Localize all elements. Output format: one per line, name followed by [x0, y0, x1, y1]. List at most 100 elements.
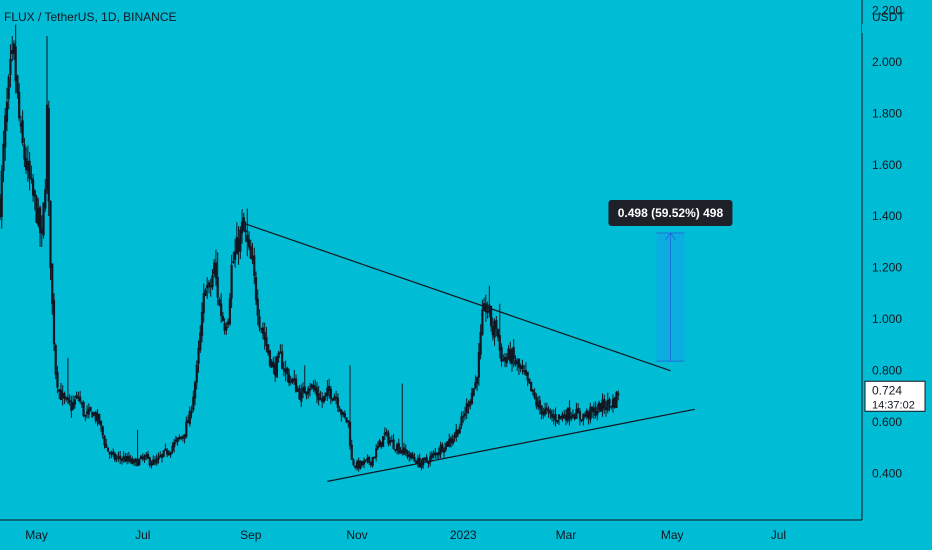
candle — [369, 461, 373, 468]
candle — [460, 411, 463, 429]
candle — [220, 293, 223, 324]
candle — [145, 452, 148, 461]
candle — [566, 407, 569, 424]
candle — [92, 411, 96, 416]
y-tick-partial: 2.200 — [872, 3, 902, 17]
candle — [483, 297, 486, 312]
candle — [362, 457, 366, 469]
candle — [91, 411, 94, 418]
candle — [122, 451, 125, 463]
candle — [484, 294, 487, 322]
candle — [54, 343, 57, 380]
candle — [315, 381, 319, 404]
candle — [40, 215, 43, 247]
candle — [244, 221, 247, 242]
candle — [479, 324, 482, 360]
candle — [477, 342, 480, 386]
candle — [127, 451, 130, 464]
candle — [16, 74, 19, 99]
candle — [328, 378, 331, 399]
candles-layer — [0, 24, 620, 472]
candle — [5, 87, 9, 131]
candle — [148, 456, 151, 468]
measure-arrow-head — [665, 232, 676, 241]
candle — [256, 289, 259, 326]
candle — [14, 24, 17, 94]
candle — [246, 208, 249, 257]
candle — [300, 384, 303, 407]
candle — [308, 382, 312, 397]
candle — [65, 396, 68, 402]
candle — [296, 385, 299, 393]
candle — [465, 398, 468, 419]
candle — [204, 287, 207, 297]
candle — [596, 404, 599, 421]
candle — [449, 435, 453, 448]
candle — [106, 447, 110, 452]
y-tick-label: 2.000 — [872, 55, 902, 69]
candle — [223, 318, 226, 335]
candle — [293, 370, 296, 386]
candle — [573, 413, 576, 421]
candle — [496, 328, 500, 342]
measure-tooltip-text: 0.498 (59.52%) 498 — [618, 206, 724, 220]
candle — [597, 400, 601, 413]
candle — [444, 442, 447, 452]
candle — [429, 451, 432, 467]
candle — [160, 453, 164, 463]
candle — [98, 413, 101, 425]
candle — [284, 360, 287, 382]
candle — [176, 437, 179, 446]
candle — [455, 424, 458, 442]
candle — [108, 451, 111, 459]
trendlines-layer — [245, 223, 695, 482]
candle — [531, 389, 534, 396]
candle — [99, 420, 103, 432]
candle — [233, 238, 237, 268]
candle — [199, 325, 202, 354]
candle — [239, 226, 242, 259]
candle — [85, 405, 89, 419]
partial-tick-mask — [862, 24, 932, 33]
candle — [0, 194, 2, 221]
candle — [517, 358, 521, 376]
candle — [519, 363, 522, 373]
candle — [37, 198, 40, 228]
candle — [263, 322, 266, 350]
candle — [401, 383, 404, 456]
candle — [77, 391, 80, 402]
trendline-lower-support[interactable] — [327, 408, 695, 482]
candle — [408, 450, 411, 462]
candle — [150, 460, 153, 469]
candle — [488, 285, 491, 318]
candle — [305, 391, 308, 400]
candle — [294, 374, 298, 393]
trendline-upper-resistance[interactable] — [245, 223, 671, 372]
candle — [18, 83, 21, 122]
candle — [211, 269, 214, 290]
y-tick-label: 1.000 — [872, 312, 902, 326]
candle — [138, 458, 141, 466]
candle — [268, 349, 272, 368]
candle — [599, 403, 602, 412]
candle — [258, 309, 261, 332]
candle — [434, 448, 437, 459]
candle — [538, 395, 541, 415]
candle — [12, 40, 16, 60]
candle — [80, 400, 83, 408]
candle — [592, 402, 595, 419]
candle — [274, 356, 277, 382]
candle — [7, 74, 10, 110]
candle — [435, 452, 439, 460]
y-tick-label: 1.400 — [872, 209, 902, 223]
candle — [253, 247, 256, 284]
candle — [146, 451, 150, 459]
candle — [528, 378, 531, 384]
candle — [261, 322, 265, 340]
candle — [235, 222, 238, 255]
candle — [23, 137, 26, 167]
candle — [153, 456, 157, 466]
candle — [345, 417, 348, 424]
